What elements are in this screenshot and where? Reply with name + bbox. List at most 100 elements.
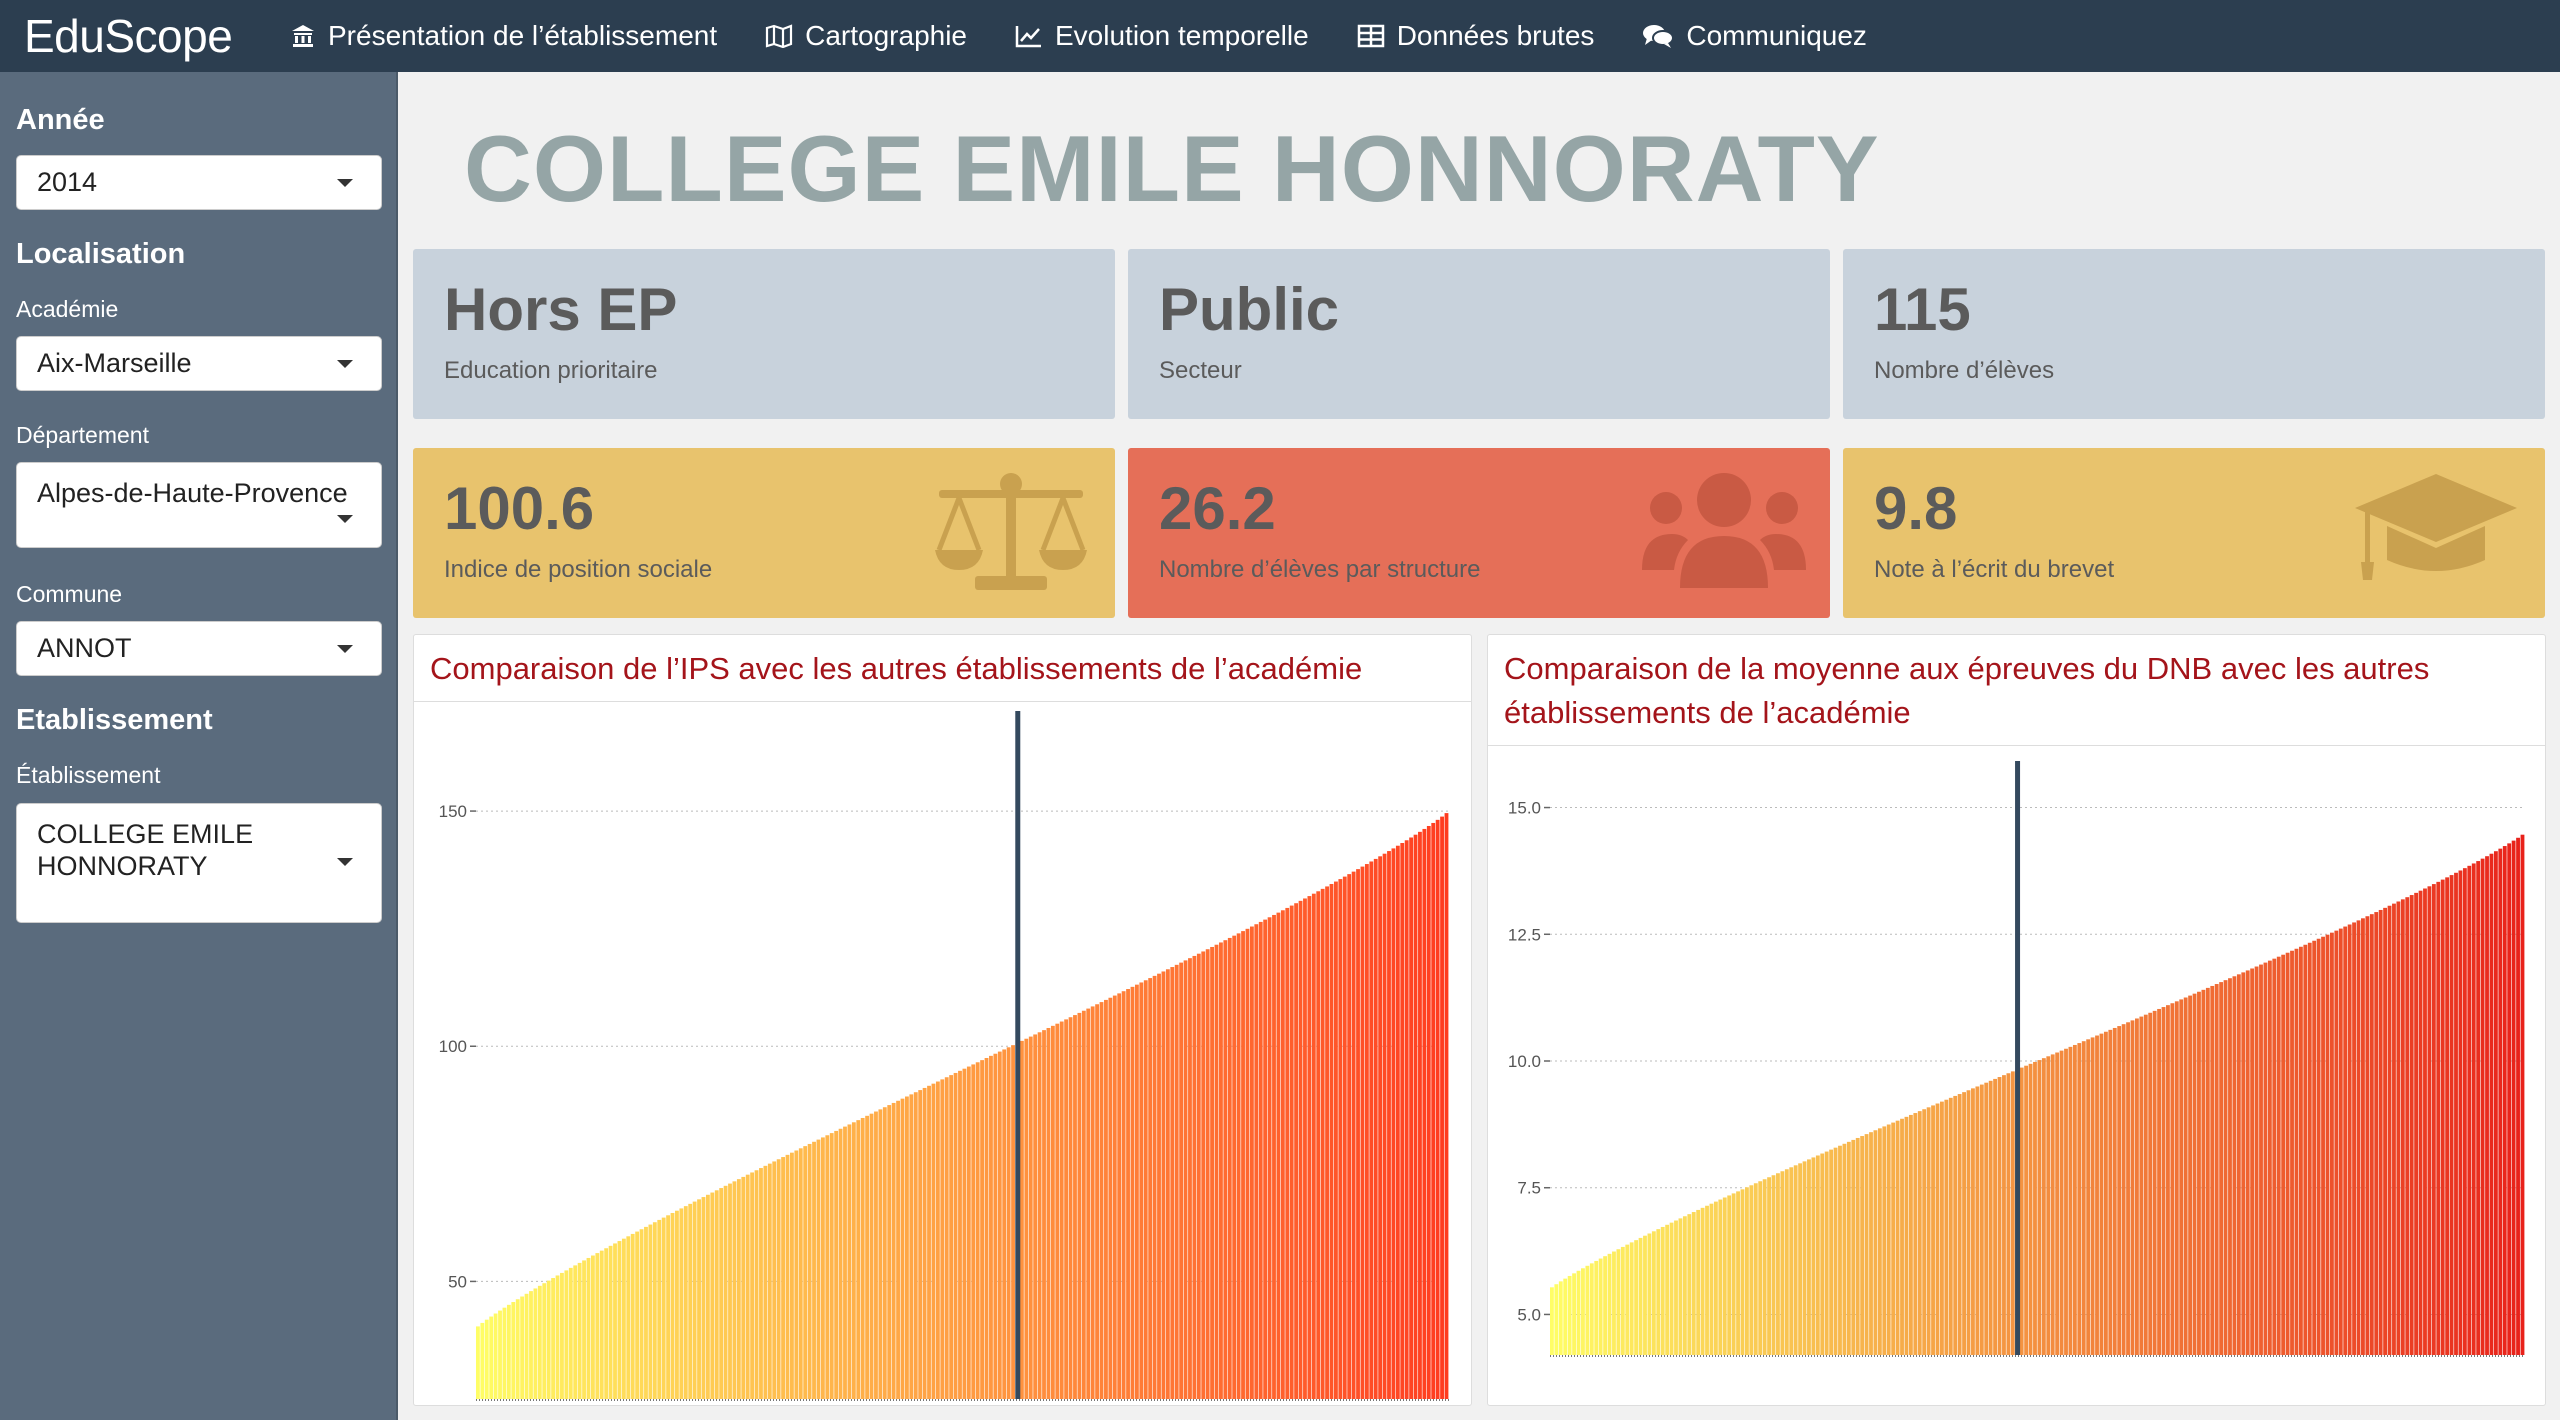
bar [723,1185,728,1399]
etablissement-select[interactable]: COLLEGE EMILE HONNORATY [16,803,382,923]
y-tick-label: 7.5 [1517,1179,1541,1198]
bar [2392,903,2396,1355]
bar [2232,976,2237,1355]
bar [1227,937,1232,1399]
bar [913,1092,918,1399]
bar [666,1215,670,1399]
bar [2108,1029,2113,1355]
nav-cartographie[interactable]: Cartographie [765,20,967,52]
nav-evolution[interactable]: Evolution temporelle [1015,20,1309,52]
bar [2055,1052,2060,1355]
bar [2081,1041,2086,1355]
bar [626,1236,631,1399]
bar [630,1233,635,1399]
bar [798,1148,803,1399]
bar [1157,973,1161,1399]
bar [1068,1017,1073,1399]
bar [1966,1090,1971,1355]
bar [2405,897,2410,1355]
nav-donnees[interactable]: Données brutes [1357,20,1594,52]
bar [812,1141,816,1399]
nav-communiquez[interactable]: Communiquez [1642,20,1867,52]
bar [2458,870,2463,1355]
bar [1674,1220,1678,1355]
bar [2462,868,2467,1355]
bar [1696,1209,1701,1355]
departement-select[interactable]: Alpes-de-Haute-Provence [16,462,382,548]
bar [1090,1006,1095,1399]
bar [2502,846,2507,1355]
bar [1948,1097,1953,1355]
bar [741,1176,746,1399]
brand-logo[interactable]: EduScope [24,10,233,62]
bar [1643,1235,1647,1355]
bar [1607,1253,1612,1355]
caret-down-icon [337,178,353,187]
bar [816,1139,821,1399]
academie-select[interactable]: Aix-Marseille [16,336,382,391]
highlight-bar [1015,711,1021,1399]
bar [2290,950,2294,1355]
bar [1165,969,1170,1399]
bar [635,1231,640,1399]
bar [2418,890,2423,1355]
bar [1567,1275,1572,1355]
table-icon [1357,24,1384,48]
ips-chart-title: Comparaison de l’IPS avec les autres éta… [414,635,1471,702]
bar [1046,1027,1051,1399]
commune-select[interactable]: ANNOT [16,621,382,676]
bar [1002,1049,1007,1399]
bar [2471,863,2476,1355]
bar [1771,1175,1776,1355]
bar [2064,1048,2068,1355]
bar [484,1319,489,1399]
bar [555,1275,560,1399]
bar [1705,1205,1709,1355]
page-title: COLLEGE EMILE HONNORATY [464,116,1880,221]
bar [599,1250,604,1399]
bar [2245,970,2250,1355]
bar [2387,905,2392,1355]
bar [1877,1128,1882,1355]
bar [1563,1278,1568,1355]
bar [542,1283,547,1399]
bar [2369,914,2374,1355]
bar [1241,931,1245,1399]
bar [997,1051,1002,1399]
bar [2493,851,2498,1355]
bar [1059,1021,1064,1399]
bar [2378,909,2383,1355]
bar [1214,944,1219,1399]
bar [2480,858,2485,1355]
bar [1219,942,1223,1399]
bar [2046,1056,2051,1355]
bar [639,1229,644,1399]
bar [944,1077,949,1399]
bar [790,1152,794,1399]
bar [1908,1114,1913,1355]
bar [1926,1107,1931,1355]
bar [675,1210,679,1399]
bar [1581,1268,1585,1355]
bar [882,1107,887,1399]
bar [1740,1189,1745,1355]
bar [838,1128,843,1399]
dnb-chart: 5.0 7.5 10.0 12.5 15.0 [1508,761,2525,1357]
bar [767,1163,772,1399]
bar [2276,956,2281,1355]
bar [1736,1191,1740,1355]
bar [524,1293,529,1399]
nav-presentation[interactable]: Présentation de l’établissement [290,20,717,52]
bar [1050,1025,1055,1399]
bar [1298,900,1303,1399]
bar [529,1291,533,1399]
bar [2400,899,2405,1355]
bar [2285,952,2290,1355]
bar [1161,971,1166,1399]
bar [1700,1207,1705,1355]
bar [1953,1095,1958,1355]
bar [2303,944,2308,1355]
bar [1272,914,1276,1399]
bar [1055,1023,1060,1399]
annee-select[interactable]: 2014 [16,155,382,210]
